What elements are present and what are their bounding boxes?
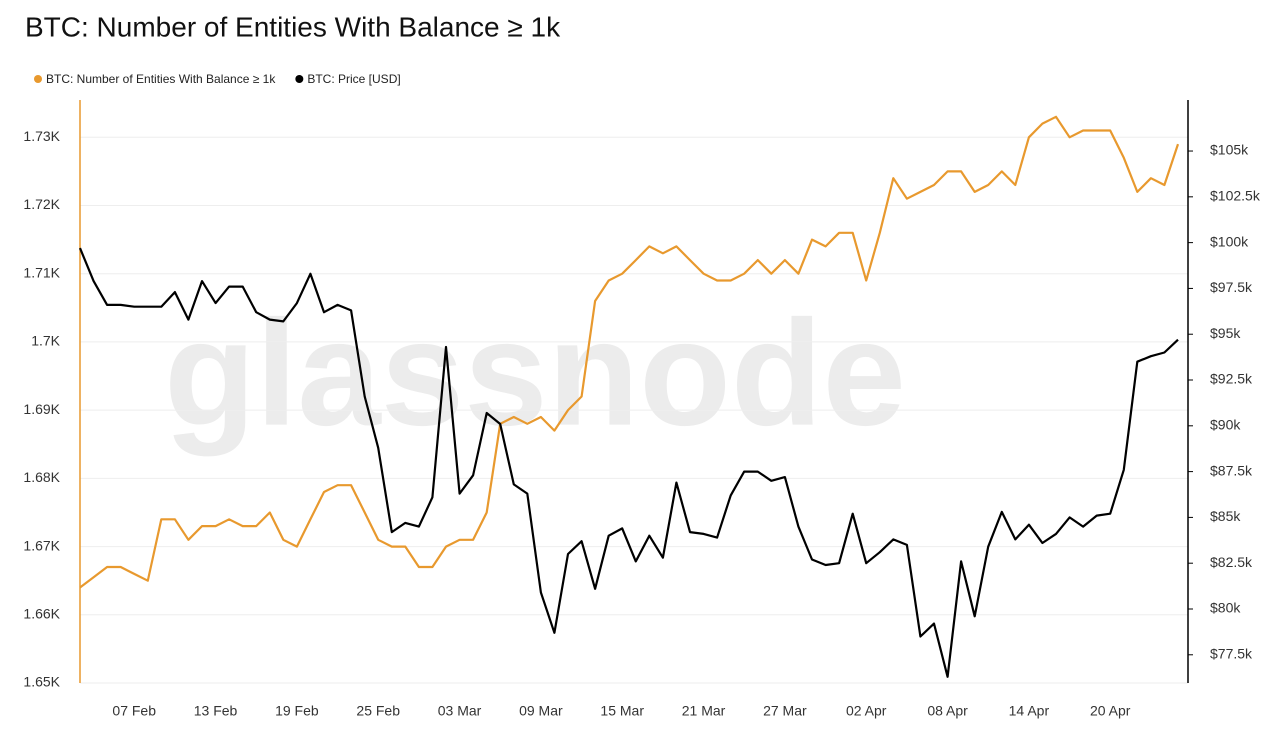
y2-tick-label: $90k [1210,417,1241,433]
y-tick-label: 1.67K [23,537,60,553]
y2-tick-label: $97.5k [1210,279,1253,295]
y2-tick-label: $100k [1210,233,1249,249]
y2-tick-label: $102.5k [1210,188,1261,204]
x-tick-label: 15 Mar [600,703,644,719]
chart-title: BTC: Number of Entities With Balance ≥ 1… [25,11,561,42]
legend-swatch [295,75,304,83]
y-tick-label: 1.65K [23,674,60,690]
x-tick-label: 08 Apr [927,703,968,719]
x-tick-label: 09 Mar [519,703,563,719]
x-tick-label: 07 Feb [112,703,156,719]
series-line [78,247,1179,678]
x-tick-label: 20 Apr [1090,703,1131,719]
legend-swatch [34,75,42,83]
y2-tick-label: $85k [1210,508,1241,524]
legend-label: BTC: Number of Entities With Balance ≥ 1… [46,72,276,86]
x-tick-label: 02 Apr [846,703,887,719]
y2-tick-label: $95k [1210,325,1241,341]
legend-label: BTC: Price [USD] [307,72,400,86]
y-tick-label: 1.66K [23,605,60,621]
y2-tick-label: $92.5k [1210,371,1253,387]
y-tick-label: 1.71K [23,264,60,280]
x-tick-label: 25 Feb [356,703,400,719]
x-tick-label: 14 Apr [1009,703,1050,719]
y2-tick-label: $80k [1210,600,1241,616]
y2-tick-label: $77.5k [1210,645,1253,661]
y-tick-label: 1.68K [23,469,60,485]
series-line [79,115,1180,589]
y-tick-label: 1.69K [23,401,60,417]
x-tick-label: 19 Feb [275,703,319,719]
x-tick-label: 03 Mar [438,703,482,719]
x-tick-label: 27 Mar [763,703,807,719]
y2-tick-label: $87.5k [1210,462,1253,478]
watermark: glassnode [164,289,906,457]
y2-tick-label: $82.5k [1210,554,1253,570]
y2-tick-label: $105k [1210,142,1249,158]
y-tick-label: 1.7K [31,333,60,349]
y-tick-label: 1.73K [23,128,60,144]
x-tick-label: 21 Mar [682,703,726,719]
y-tick-label: 1.72K [23,196,60,212]
x-tick-label: 13 Feb [194,703,238,719]
